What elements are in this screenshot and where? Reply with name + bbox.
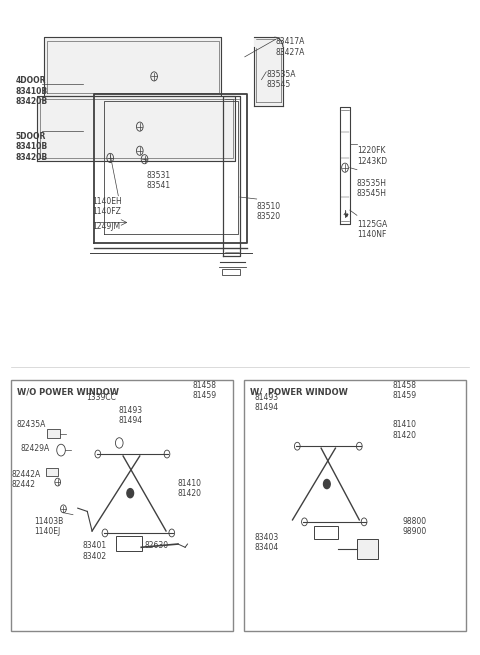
Bar	[116, 536, 142, 551]
Bar	[314, 527, 338, 540]
Polygon shape	[37, 96, 235, 161]
Bar	[46, 468, 58, 476]
Bar	[222, 269, 240, 275]
Text: 83403
83404: 83403 83404	[254, 533, 278, 552]
Polygon shape	[44, 37, 221, 96]
Text: W/O POWER WINDOW: W/O POWER WINDOW	[17, 388, 119, 396]
Text: 1220FK
1243KD: 1220FK 1243KD	[357, 146, 387, 166]
Bar	[357, 540, 378, 559]
Text: 1125GA
1140NF: 1125GA 1140NF	[357, 220, 387, 239]
Bar	[47, 429, 60, 438]
Text: 83401
83402: 83401 83402	[83, 542, 107, 561]
Text: W/  POWER WINDOW: W/ POWER WINDOW	[250, 388, 348, 396]
Text: 81458
81459: 81458 81459	[393, 381, 417, 400]
Bar	[11, 380, 233, 631]
Text: 83417A
83427A: 83417A 83427A	[276, 37, 305, 57]
Text: 83531
83541: 83531 83541	[147, 171, 171, 191]
Text: 82429A: 82429A	[21, 443, 50, 453]
Polygon shape	[254, 37, 283, 105]
Text: 83535A
83545: 83535A 83545	[266, 70, 296, 89]
Text: 82630: 82630	[144, 542, 168, 550]
Text: 1140EH
1140FZ: 1140EH 1140FZ	[92, 197, 122, 216]
Text: 81410
81420: 81410 81420	[393, 420, 417, 440]
Text: 5DOOR
83410B
83420B: 5DOOR 83410B 83420B	[16, 132, 48, 162]
Text: 83510
83520: 83510 83520	[257, 202, 281, 221]
Text: 11403B
1140EJ: 11403B 1140EJ	[34, 517, 63, 536]
Text: 1339CC: 1339CC	[86, 393, 116, 402]
Text: 82435A: 82435A	[17, 420, 46, 429]
Text: 81493
81494: 81493 81494	[118, 405, 143, 425]
Text: 81458
81459: 81458 81459	[192, 381, 216, 400]
Text: 82442A
82442: 82442A 82442	[12, 470, 41, 489]
Text: 98800
98900: 98800 98900	[402, 517, 427, 536]
Text: 4DOOR
83410B
83420B: 4DOOR 83410B 83420B	[16, 77, 48, 106]
Text: 81493
81494: 81493 81494	[254, 393, 278, 412]
Circle shape	[324, 479, 330, 489]
Text: 83535H
83545H: 83535H 83545H	[357, 179, 387, 198]
Text: 81410
81420: 81410 81420	[178, 479, 202, 498]
Text: 1249JM: 1249JM	[92, 222, 120, 231]
Circle shape	[127, 489, 133, 498]
Bar	[244, 380, 466, 631]
